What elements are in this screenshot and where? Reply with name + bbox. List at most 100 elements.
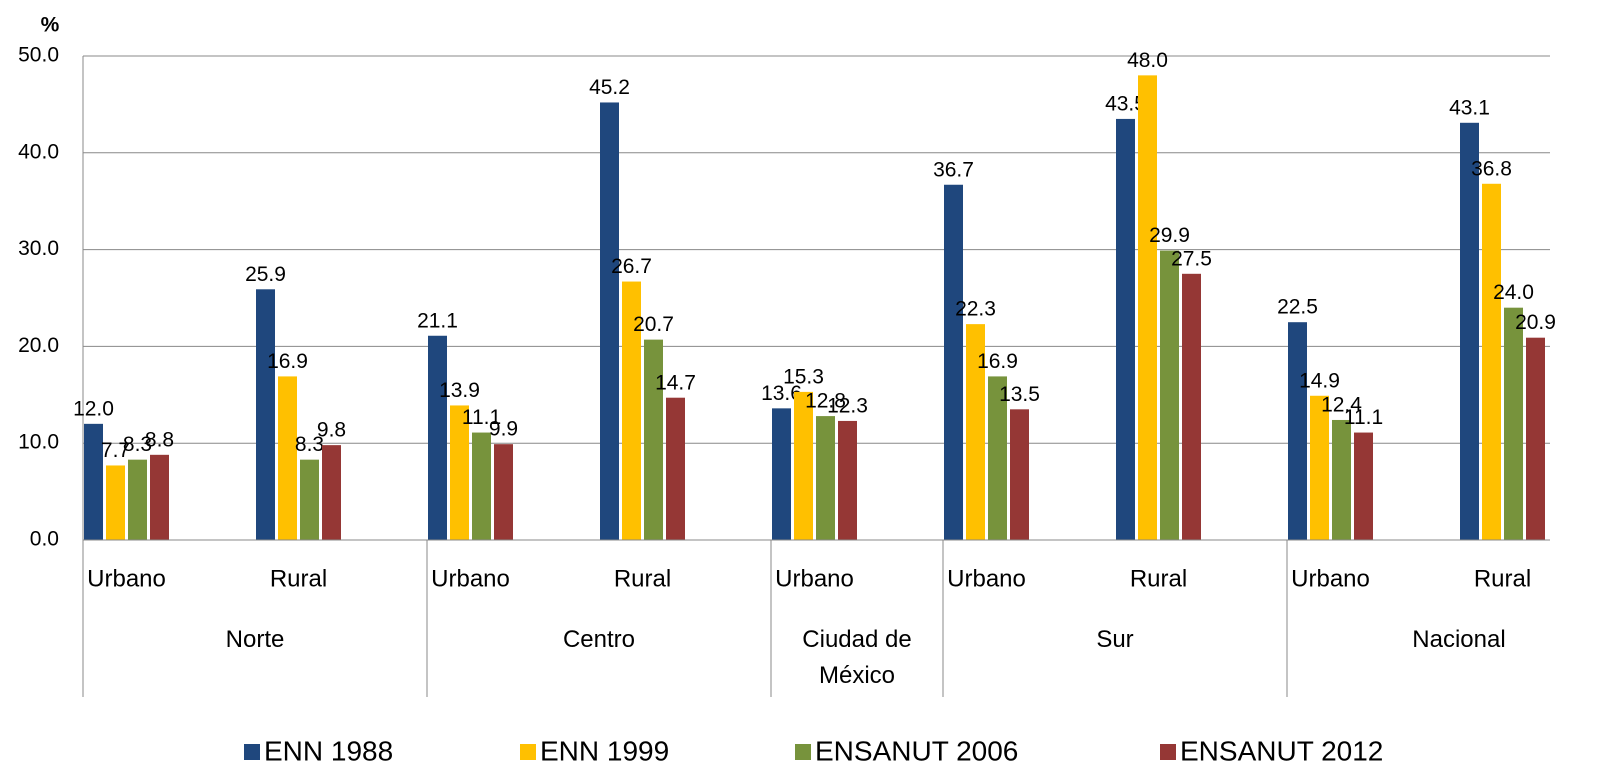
bar <box>428 335 447 540</box>
value-label: 12.0 <box>73 397 114 420</box>
group-label: Ciudad de México <box>802 626 912 689</box>
x-tick-label: Rural <box>270 565 327 592</box>
value-label: 13.9 <box>439 379 480 402</box>
y-tick-label: 10.0 <box>18 431 59 454</box>
group-label: Sur <box>1096 626 1134 653</box>
bar <box>966 324 985 540</box>
legend-swatch <box>795 744 811 760</box>
bar <box>128 459 147 540</box>
value-label: 14.9 <box>1299 369 1340 392</box>
x-tick-label: Urbano <box>775 565 854 592</box>
value-label: 25.9 <box>245 263 286 286</box>
bar <box>1288 322 1307 540</box>
bar <box>1482 183 1501 540</box>
bar <box>150 454 169 540</box>
x-tick-label: Rural <box>1474 565 1531 592</box>
value-label: 8.8 <box>145 428 174 451</box>
bar <box>666 397 685 540</box>
value-label: 43.5 <box>1105 92 1146 115</box>
value-label: 22.5 <box>1277 296 1318 319</box>
bar <box>644 339 663 540</box>
value-label: 43.1 <box>1449 96 1490 119</box>
bar <box>450 405 469 540</box>
value-label: 13.6 <box>761 382 802 405</box>
bar <box>1310 395 1329 540</box>
value-label: 12.3 <box>827 394 868 417</box>
legend-swatch <box>520 744 536 760</box>
bar <box>1460 122 1479 541</box>
bar <box>838 420 857 540</box>
value-label: 12.8 <box>805 390 846 413</box>
value-label: 9.8 <box>317 419 346 442</box>
value-label: 24.0 <box>1493 281 1534 304</box>
legend-swatch <box>244 744 260 760</box>
value-label: 16.9 <box>267 350 308 373</box>
y-tick-label: 30.0 <box>18 237 59 260</box>
bar <box>1504 307 1523 540</box>
bar <box>256 289 275 540</box>
value-label: 48.0 <box>1127 49 1168 72</box>
bar <box>1116 118 1135 541</box>
y-tick-label: 20.0 <box>18 334 59 357</box>
bar <box>816 416 835 540</box>
bar <box>622 281 641 540</box>
x-tick-label: Urbano <box>1291 565 1370 592</box>
y-axis-label: % <box>41 14 60 37</box>
value-label: 8.3 <box>295 433 324 456</box>
legend-label: ENSANUT 2006 <box>815 735 1018 766</box>
value-label: 7.7 <box>101 439 130 462</box>
legend-swatch <box>1160 744 1176 760</box>
bar <box>1182 273 1201 540</box>
x-tick-label: Urbano <box>87 565 166 592</box>
value-label: 13.5 <box>999 383 1040 406</box>
bar <box>1354 432 1373 540</box>
value-label: 45.2 <box>589 76 630 99</box>
bar <box>1160 250 1179 540</box>
bar <box>1138 75 1157 541</box>
bar <box>1526 337 1545 540</box>
legend-label: ENN 1988 <box>264 735 393 766</box>
bar <box>944 184 963 540</box>
bar <box>472 432 491 540</box>
value-label: 16.9 <box>977 350 1018 373</box>
value-label: 9.9 <box>489 418 518 441</box>
value-label: 20.7 <box>633 313 674 336</box>
group-label: Nacional <box>1412 626 1506 653</box>
value-label: 11.1 <box>1344 406 1383 429</box>
value-label: 36.7 <box>933 158 974 181</box>
value-label: 22.3 <box>955 298 996 321</box>
bar <box>300 459 319 540</box>
bar <box>1332 419 1351 540</box>
group-label: Norte <box>225 626 285 653</box>
bar <box>772 408 791 540</box>
bar <box>106 465 125 540</box>
bar <box>278 376 297 540</box>
bar <box>1010 409 1029 540</box>
bar <box>494 444 513 540</box>
bar <box>988 376 1007 540</box>
bar <box>600 102 619 541</box>
value-label: 11.1 <box>462 406 501 429</box>
bar <box>322 445 341 540</box>
value-label: 27.5 <box>1171 247 1212 270</box>
x-tick-label: Rural <box>1130 565 1187 592</box>
group-label: Centro <box>562 626 636 653</box>
y-tick-label: 50.0 <box>18 44 59 67</box>
x-tick-label: Rural <box>614 565 671 592</box>
legend-label: ENN 1999 <box>540 735 669 766</box>
value-label: 14.7 <box>655 371 696 394</box>
legend-label: ENSANUT 2012 <box>1180 735 1383 766</box>
value-label: 21.1 <box>417 309 458 332</box>
value-label: 29.9 <box>1149 224 1190 247</box>
y-tick-label: 0.0 <box>30 528 59 551</box>
value-label: 26.7 <box>611 255 652 278</box>
value-label: 8.3 <box>123 433 152 456</box>
bar <box>84 423 103 540</box>
x-tick-label: Urbano <box>947 565 1026 592</box>
bar <box>794 391 813 540</box>
value-label: 12.4 <box>1321 394 1362 417</box>
y-tick-label: 40.0 <box>18 140 59 163</box>
x-tick-label: Urbano <box>431 565 510 592</box>
